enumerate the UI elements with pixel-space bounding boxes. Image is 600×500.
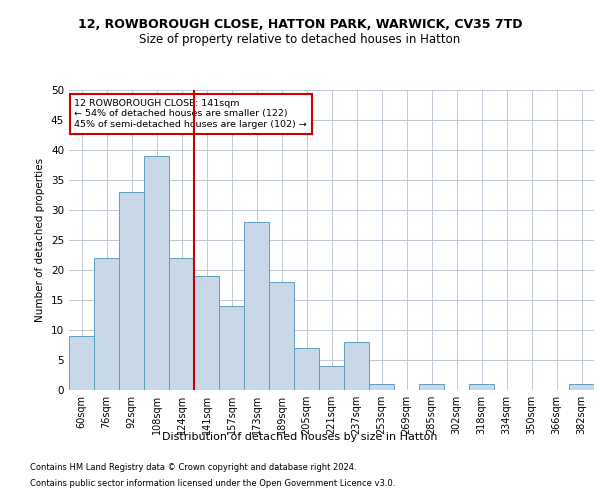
Bar [269,282,294,390]
Bar [419,384,444,390]
Bar [144,156,169,390]
Bar [119,192,144,390]
Bar [194,276,219,390]
Text: Contains public sector information licensed under the Open Government Licence v3: Contains public sector information licen… [30,478,395,488]
Bar [244,222,269,390]
Text: Distribution of detached houses by size in Hatton: Distribution of detached houses by size … [162,432,438,442]
Bar [369,384,394,390]
Bar [344,342,369,390]
Text: 12, ROWBOROUGH CLOSE, HATTON PARK, WARWICK, CV35 7TD: 12, ROWBOROUGH CLOSE, HATTON PARK, WARWI… [78,18,522,30]
Text: Size of property relative to detached houses in Hatton: Size of property relative to detached ho… [139,32,461,46]
Text: Contains HM Land Registry data © Crown copyright and database right 2024.: Contains HM Land Registry data © Crown c… [30,464,356,472]
Bar [94,258,119,390]
Bar [294,348,319,390]
Bar [69,336,94,390]
Bar [469,384,494,390]
Bar [569,384,594,390]
Text: 12 ROWBOROUGH CLOSE: 141sqm
← 54% of detached houses are smaller (122)
45% of se: 12 ROWBOROUGH CLOSE: 141sqm ← 54% of det… [74,99,307,129]
Bar [169,258,194,390]
Bar [219,306,244,390]
Y-axis label: Number of detached properties: Number of detached properties [35,158,46,322]
Bar [319,366,344,390]
